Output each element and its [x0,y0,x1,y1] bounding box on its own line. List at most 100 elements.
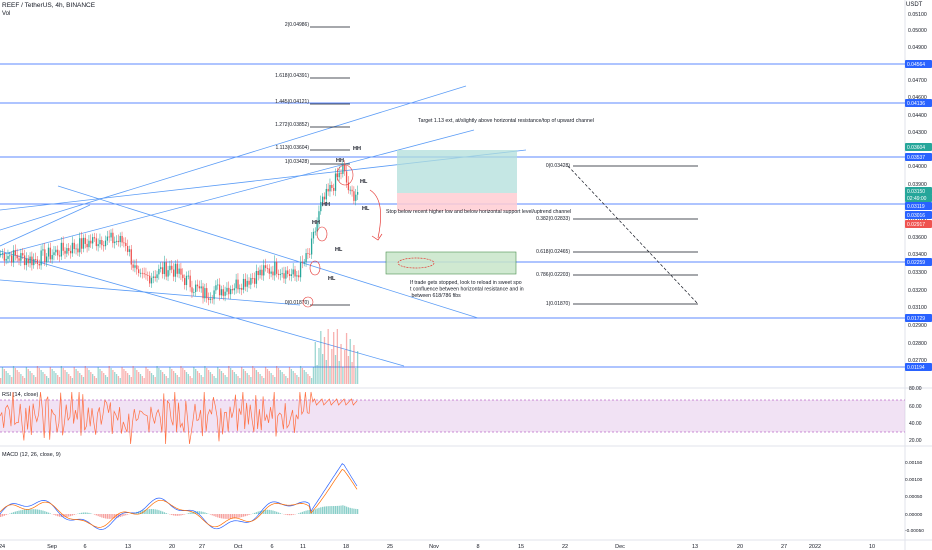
candle-body [55,249,57,253]
volume-bar [244,371,247,384]
volume-bar [312,367,315,384]
volume-bar [16,370,18,384]
candle-body [79,238,81,253]
volume-bar [347,356,350,384]
candle-body [178,268,180,274]
candle-body [224,291,226,296]
price-badge-label: 0.04136 [907,101,925,107]
candle-body [316,222,318,232]
candle-body [58,255,61,257]
candle-body [322,196,324,202]
candle-body [333,187,335,191]
macd-histogram-bar [14,511,17,514]
candle-body [180,268,182,275]
candle-body [73,242,75,250]
volume-bar [97,367,99,384]
candle-body [27,258,29,264]
volume-bar [180,366,182,384]
volume-bar [20,374,22,384]
volume-bar [152,375,155,384]
candle-body [136,265,138,270]
volume-bar [75,369,77,384]
volume-bar [327,329,329,384]
macd-histogram-bar [318,507,320,514]
volume-bar [318,348,320,384]
volume-bar [195,369,197,384]
price-tick-label: 0.04400 [908,113,927,119]
volume-bar [93,376,96,384]
macd-histogram-bar [38,509,40,514]
candle-body [182,274,184,279]
volume-bar [165,376,167,384]
candle-body [18,258,20,261]
candle-body [200,286,202,289]
candle-body [9,255,11,257]
candle-body [90,240,92,244]
volume-bar [108,366,110,384]
volume-bar [299,366,302,384]
macd-histogram-bar [279,513,281,514]
macd-histogram-bar [97,514,99,517]
macd-histogram-bar [235,514,237,519]
macd-histogram-bar [323,506,326,514]
volume-bar [356,351,359,384]
volume-bar [220,371,223,384]
volume-bar [334,355,337,384]
macd-histogram-bar [145,509,147,514]
time-axis-label: 15 [518,544,524,550]
macd-histogram-bar [64,514,66,518]
time-axis-label: 6 [83,544,86,550]
macd-histogram-bar [228,514,230,519]
candle-body [239,287,241,290]
volume-bar [73,367,75,384]
time-axis-label: 11 [300,544,306,550]
candle-body [147,275,149,276]
macd-histogram-bar [202,511,204,514]
symbol-title[interactable]: REEF / TetherUS, 4h, BINANCE [2,2,96,9]
candle-body [298,275,300,278]
volume-bar [218,369,221,384]
macd-histogram-bar [33,509,35,514]
macd-histogram-bar [239,514,241,518]
macd-histogram-bar [174,514,177,516]
volume-bar [55,373,57,384]
volume-bar [196,371,199,384]
volume-bar [104,375,107,384]
macd-histogram-bar [178,514,180,516]
candle-body [187,275,189,277]
price-tick-label: 0.04700 [908,78,927,84]
candle-body [40,250,42,266]
candle-body [69,250,72,254]
price-badge [905,363,932,371]
candle-body [141,272,143,274]
macd-histogram-bar [125,514,127,516]
candle-body [347,182,350,191]
macd-histogram-bar [274,511,276,514]
macd-histogram-bar [84,512,86,514]
macd-histogram-bar [156,509,158,514]
currency-label[interactable]: USDT [906,2,923,8]
candle-body [325,188,327,200]
candle-body [213,290,215,300]
volume-bar [178,377,180,384]
volume-bar [253,368,256,384]
macd-histogram-bar [268,509,270,514]
volume-bar [139,374,142,384]
candle-body [270,271,272,274]
macd-histogram-bar [191,512,193,514]
candle-body [134,265,136,268]
volume-bar [325,360,327,384]
time-axis-label: 27 [199,544,205,550]
volume-bar [228,366,230,384]
macd-histogram-bar [103,514,105,519]
macd-histogram-bar [158,510,160,514]
candle-body [64,250,66,254]
macd-histogram-bar [49,513,51,514]
target-zone [397,150,517,193]
candle-body [196,284,199,287]
volume-bar [290,369,293,384]
candle-body [125,242,127,247]
macd-histogram-bar [303,511,305,514]
candle-body [0,253,2,255]
